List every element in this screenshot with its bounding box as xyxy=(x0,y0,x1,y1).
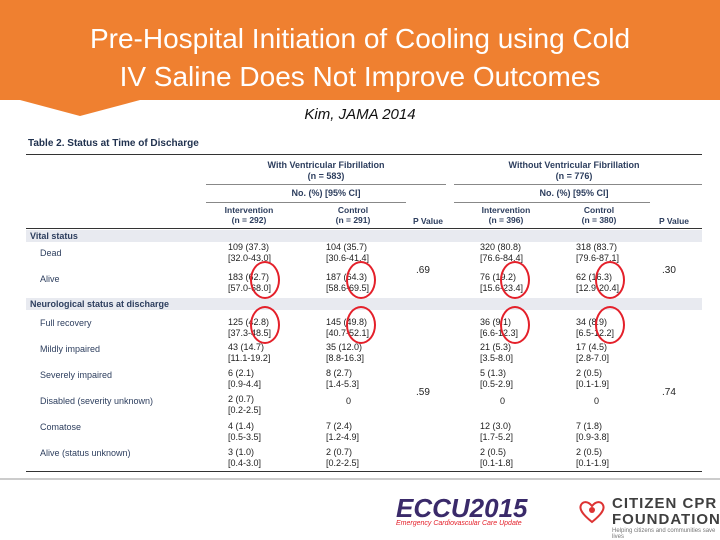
cell: 2 (0.5) [0.1-1.8] xyxy=(480,447,514,468)
ccpr-tagline: Helping citizens and communities save li… xyxy=(612,528,716,540)
row-label-dead: Dead xyxy=(40,248,62,258)
rule xyxy=(206,184,446,185)
title-banner: Pre-Hospital Initiation of Cooling using… xyxy=(0,0,720,100)
rule xyxy=(26,228,702,229)
col-pvalue-vf: P Value xyxy=(412,216,444,226)
cell: 318 (83.7) [79.6-87.1] xyxy=(576,242,620,263)
col-control-nvf: Control (n = 380) xyxy=(581,205,617,225)
cell: 43 (14.7) [11.1-19.2] xyxy=(228,342,271,363)
table-caption: Table 2. Status at Time of Discharge xyxy=(28,138,199,149)
ccpr-name-line-1: CITIZEN CPR FOUNDATION xyxy=(612,496,720,528)
pvalue-neuro-nvf: .74 xyxy=(662,387,676,398)
row-label-full-recovery: Full recovery xyxy=(40,318,92,328)
shade-vital xyxy=(26,230,702,242)
section-vital-status: Vital status xyxy=(30,231,78,241)
rule xyxy=(206,202,406,203)
cell: 109 (37.3) [32.0-43.0] xyxy=(228,242,272,263)
cell: 7 (2.4) [1.2-4.9] xyxy=(326,421,360,442)
row-label-mildly-impaired: Mildly impaired xyxy=(40,344,101,354)
col-intervention-nvf: Intervention (n = 396) xyxy=(481,205,531,225)
section-neurological-status: Neurological status at discharge xyxy=(30,299,170,309)
eccu-logo-text: ECCU2015 xyxy=(396,493,528,523)
slide-title-line-2: IV Saline Does Not Improve Outcomes xyxy=(119,61,601,92)
cell: 4 (1.4) [0.5-3.5] xyxy=(228,421,262,442)
ccpr-line-1: CITIZEN CPR xyxy=(612,495,718,512)
discharge-status-table: Table 2. Status at Time of Discharge Wit… xyxy=(26,132,702,472)
highlight-circle-alive-ctl-nvf xyxy=(595,261,625,299)
col-pvalue-nvf: P Value xyxy=(658,216,690,226)
banner-notch xyxy=(20,100,140,116)
citation: Kim, JAMA 2014 xyxy=(304,106,416,123)
cell: 0 xyxy=(500,396,506,406)
pvalue-vital-nvf: .30 xyxy=(662,265,676,276)
row-label-disabled: Disabled (severity unknown) xyxy=(40,396,154,406)
subheader-nvf: No. (%) [95% CI] xyxy=(539,188,609,198)
cell: 35 (12.0) [8.8-16.3] xyxy=(326,342,365,363)
cell: 7 (1.8) [0.9-3.8] xyxy=(576,421,610,442)
cell: 3 (1.0) [0.4-3.0] xyxy=(228,447,262,468)
row-label-severely-impaired: Severely impaired xyxy=(40,370,113,380)
cell: 21 (5.3) [3.5-8.0] xyxy=(480,342,514,363)
row-label-comatose: Comatose xyxy=(40,422,82,432)
pvalue-vital-vf: .69 xyxy=(416,265,430,276)
subheader-vf: No. (%) [95% CI] xyxy=(291,188,361,198)
cell: 320 (80.8) [76.6-84.4] xyxy=(480,242,524,263)
row-label-alive: Alive xyxy=(40,274,60,284)
caption-rule xyxy=(26,154,702,155)
cell: 17 (4.5) [2.8-7.0] xyxy=(576,342,610,363)
cell: 0 xyxy=(346,396,352,406)
highlight-circle-alive-ctl-vf xyxy=(346,261,376,299)
cell: 2 (0.7) [0.2-2.5] xyxy=(228,394,262,415)
rule xyxy=(454,202,650,203)
row-label-alive-unknown: Alive (status unknown) xyxy=(40,448,131,458)
col-control-vf: Control (n = 291) xyxy=(335,205,371,225)
highlight-circle-full-ctl-nvf xyxy=(595,306,625,344)
footer-divider xyxy=(0,478,720,480)
eccu-subtitle: Emergency Cardiovascular Care Update xyxy=(396,520,522,527)
cell: 104 (35.7) [30.6-41.4] xyxy=(326,242,370,263)
highlight-circle-full-ctl-vf xyxy=(346,306,376,344)
cell: 0 xyxy=(594,396,600,406)
group-header-nvf: Without Ventricular Fibrillation (n = 77… xyxy=(508,160,640,181)
ccpr-line-2: FOUNDATION xyxy=(612,511,720,528)
cell: 2 (0.5) [0.1-1.9] xyxy=(576,447,610,468)
highlight-circle-full-int-vf xyxy=(250,306,280,344)
cell: 5 (1.3) [0.5-2.9] xyxy=(480,368,514,389)
group-header-vf: With Ventricular Fibrillation (n = 583) xyxy=(267,160,385,181)
highlight-circle-alive-int-nvf xyxy=(500,261,530,299)
col-intervention-vf: Intervention (n = 292) xyxy=(224,205,274,225)
cell: 6 (2.1) [0.9-4.4] xyxy=(228,368,262,389)
rule xyxy=(26,471,702,472)
pvalue-neuro-vf: .59 xyxy=(416,387,430,398)
rule xyxy=(454,184,702,185)
citizen-cpr-heart-icon xyxy=(579,501,605,524)
cell: 8 (2.7) [1.4-5.3] xyxy=(326,368,360,389)
highlight-circle-alive-int-vf xyxy=(250,261,280,299)
cell: 2 (0.7) [0.2-2.5] xyxy=(326,447,360,468)
cell: 2 (0.5) [0.1-1.9] xyxy=(576,368,610,389)
shade-neuro xyxy=(26,298,702,310)
highlight-circle-full-int-nvf xyxy=(500,306,530,344)
slide-title-line-1: Pre-Hospital Initiation of Cooling using… xyxy=(89,23,631,54)
cell: 12 (3.0) [1.7-5.2] xyxy=(480,421,514,442)
